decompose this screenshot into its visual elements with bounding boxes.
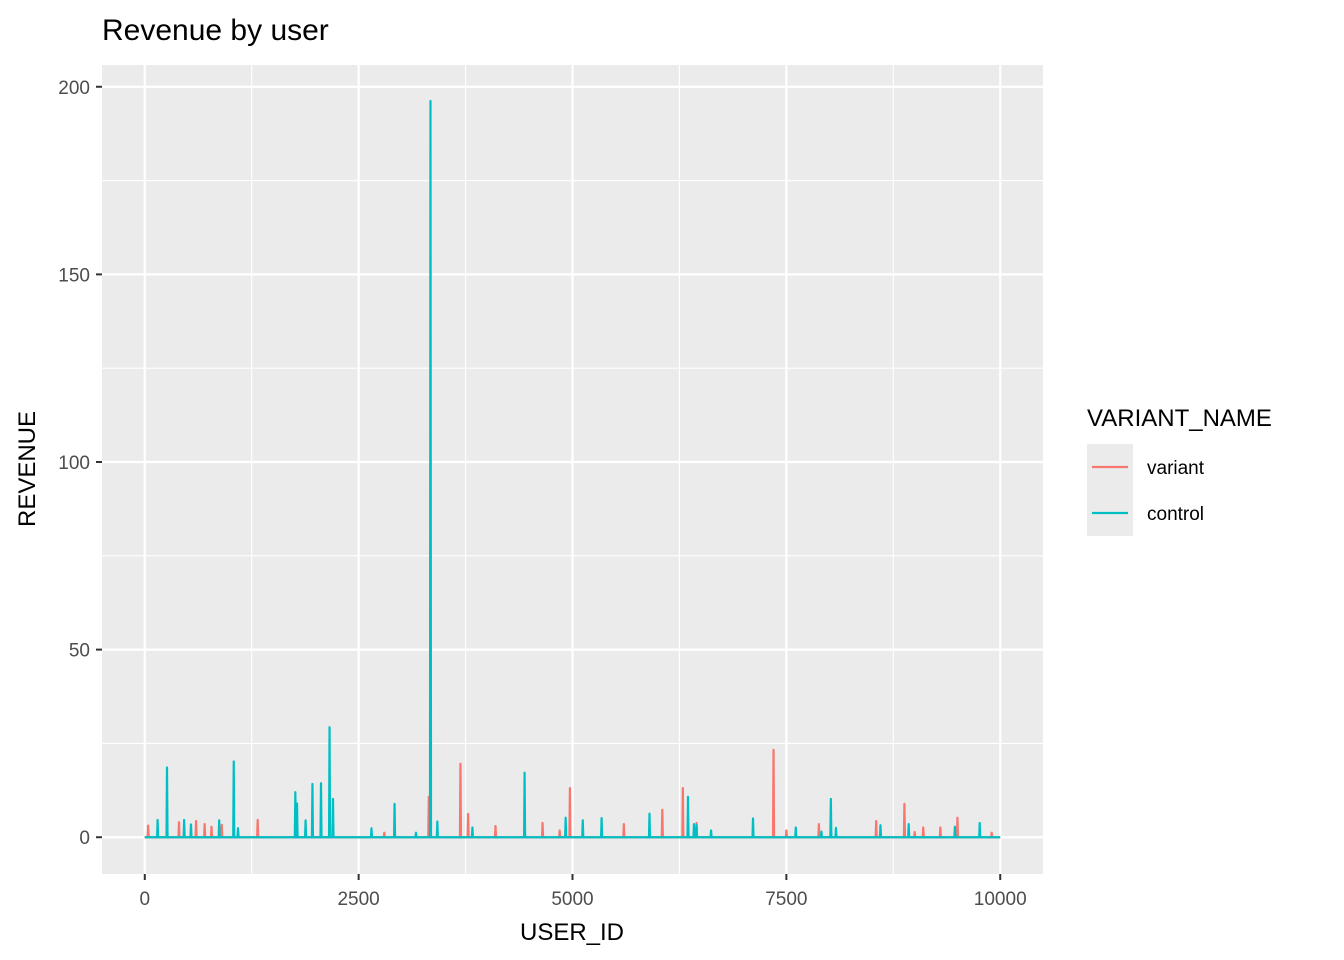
legend-title: VARIANT_NAME: [1087, 405, 1272, 432]
x-tick-label: 5000: [551, 889, 593, 910]
y-tick-label: 150: [58, 265, 90, 286]
legend: VARIANT_NAME variant control: [1087, 405, 1272, 536]
series-line-control: [144, 99, 1001, 839]
y-tick-label: 100: [58, 453, 90, 474]
legend-label-variant: variant: [1147, 458, 1205, 479]
x-axis: 0 2500 5000 7500 10000: [139, 874, 1027, 910]
chart-title: Revenue by user: [102, 14, 329, 47]
legend-label-control: control: [1147, 504, 1204, 525]
x-axis-title: USER_ID: [520, 919, 624, 946]
y-tick-label: 0: [79, 828, 90, 849]
x-tick-label: 10000: [974, 889, 1027, 910]
y-axis-title: REVENUE: [14, 411, 41, 527]
y-axis: 0 50 100 150 200: [58, 78, 102, 849]
series-layer: [144, 99, 1001, 839]
x-tick-label: 0: [139, 889, 150, 910]
x-tick-label: 2500: [337, 889, 379, 910]
series-line-variant: [144, 748, 1001, 839]
y-tick-label: 200: [58, 78, 90, 99]
legend-items: variant control: [1087, 444, 1205, 536]
y-tick-label: 50: [69, 641, 90, 662]
x-tick-label: 7500: [765, 889, 807, 910]
